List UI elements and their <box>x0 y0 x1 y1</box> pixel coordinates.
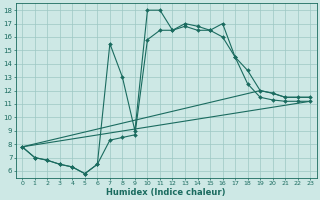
X-axis label: Humidex (Indice chaleur): Humidex (Indice chaleur) <box>107 188 226 197</box>
